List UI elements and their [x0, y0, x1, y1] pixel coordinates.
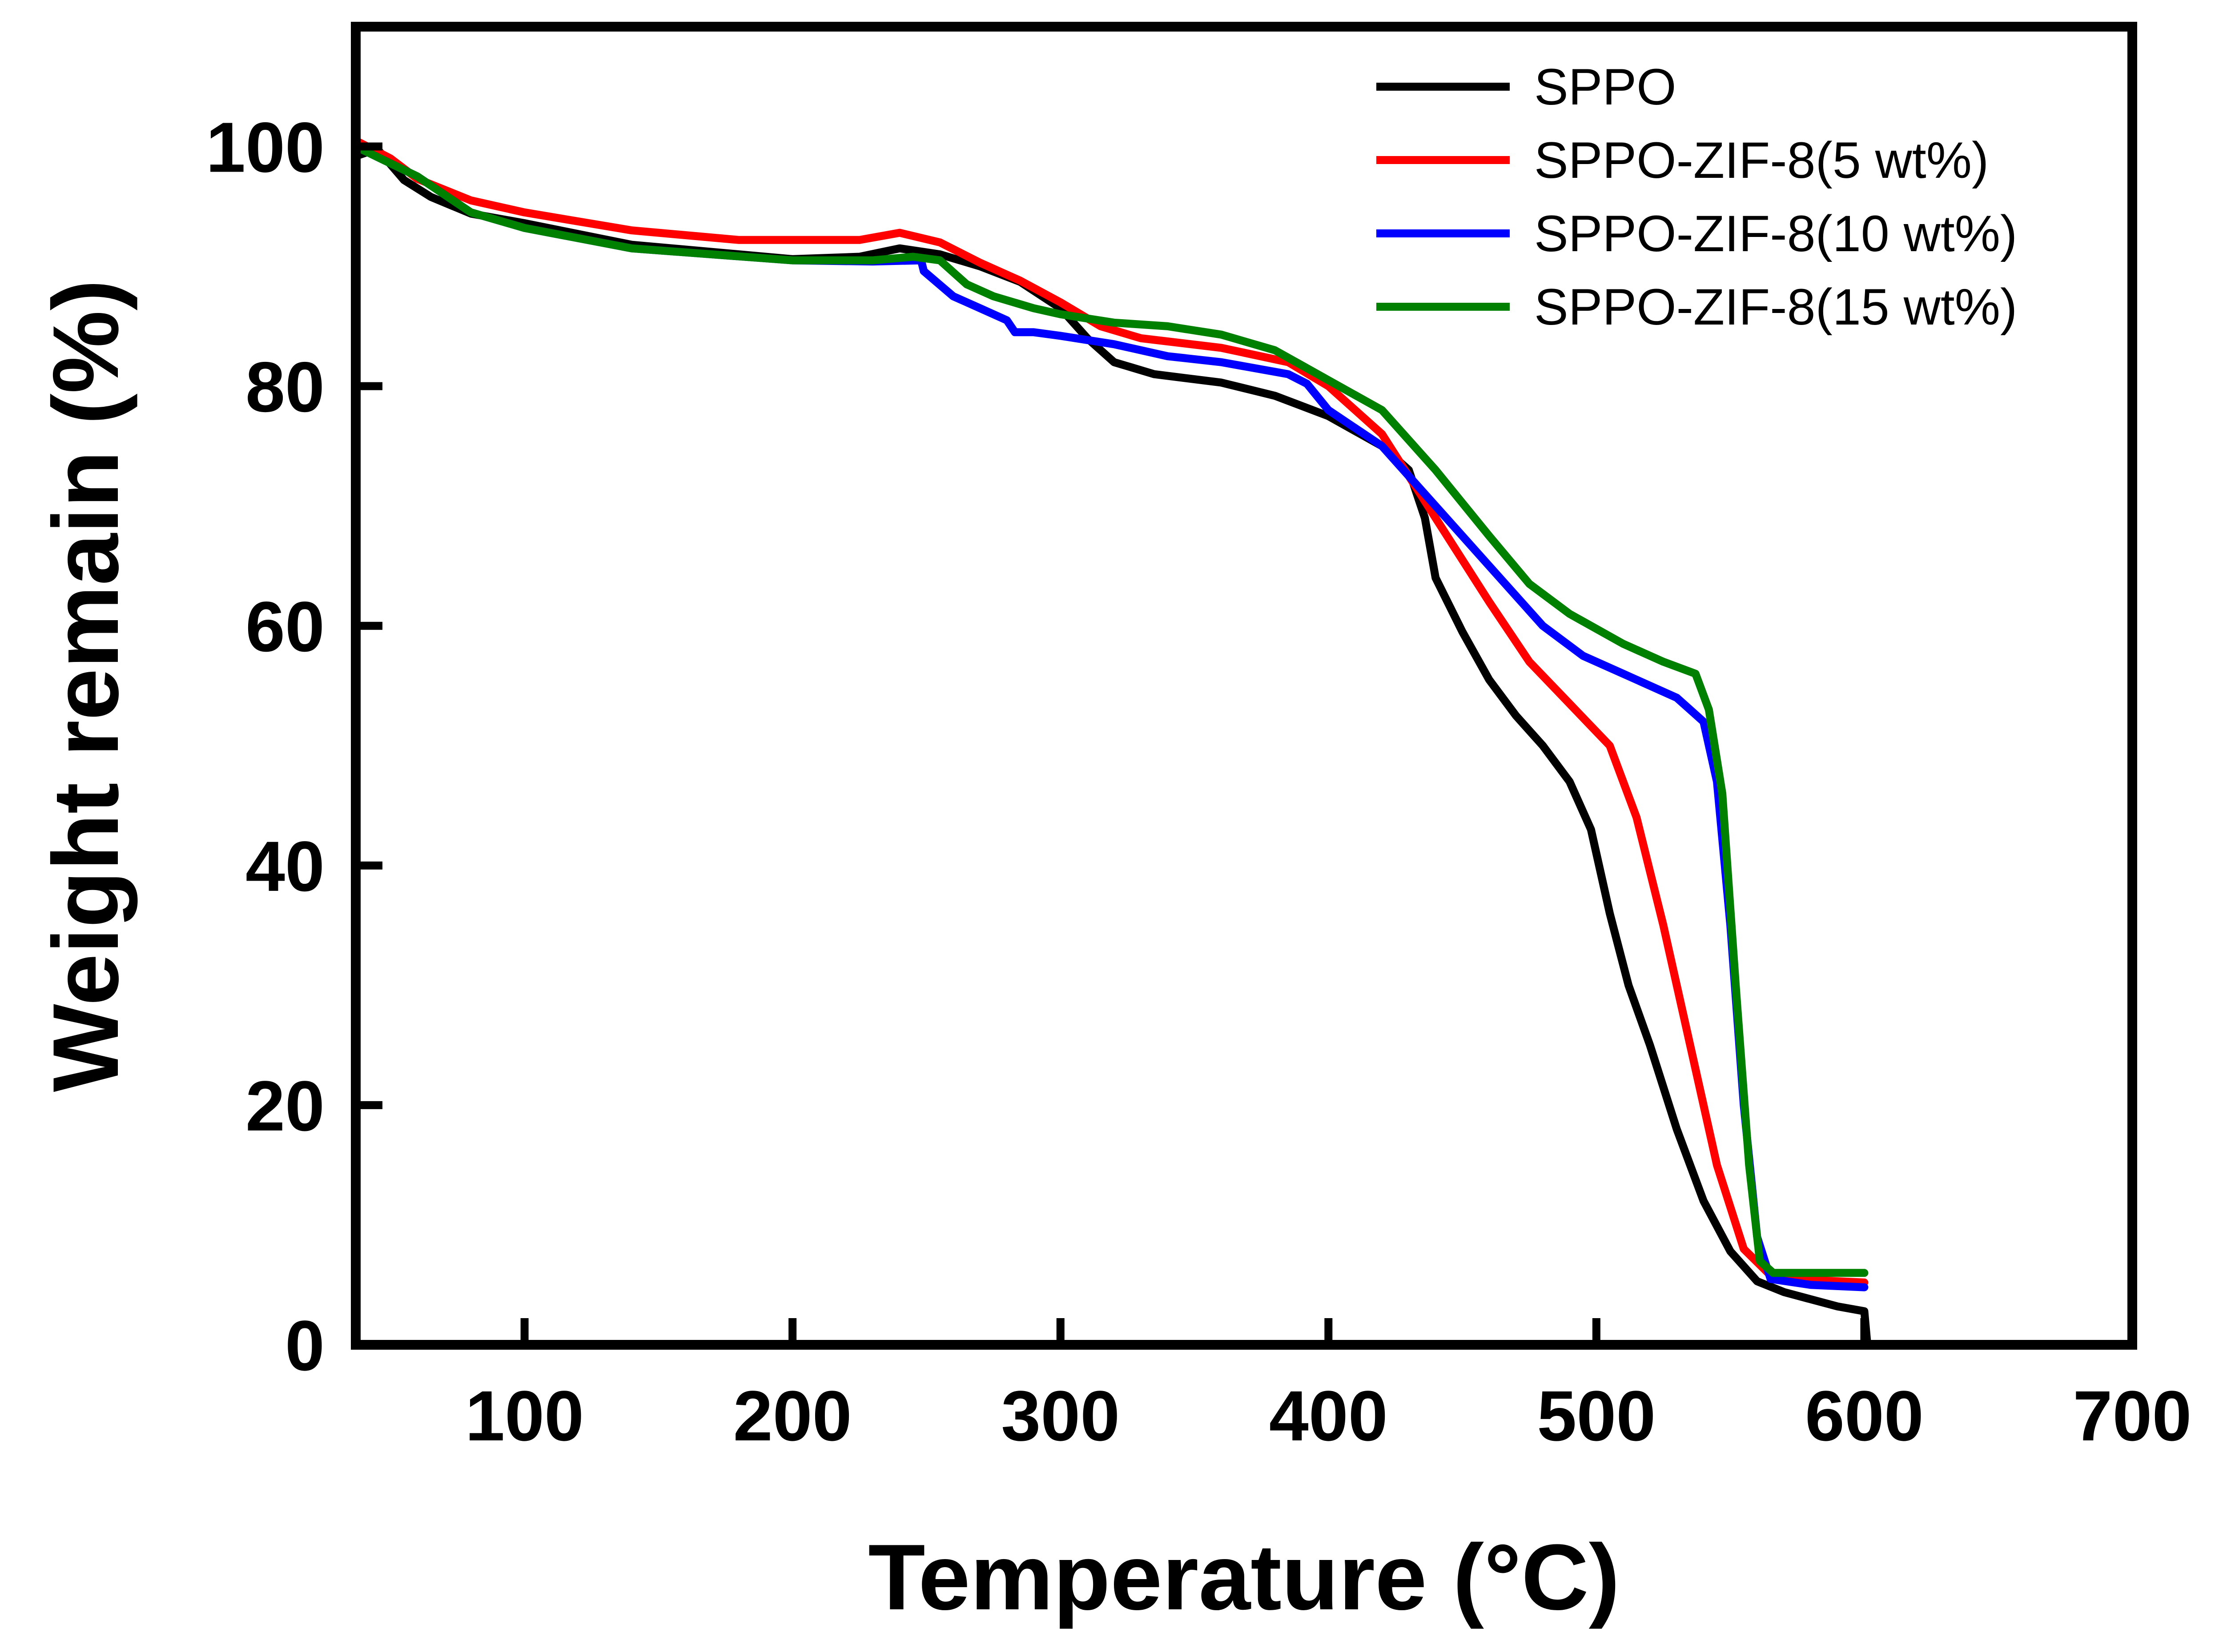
x-axis-title: Temperature (°C) — [868, 1525, 1620, 1629]
x-tick-label: 600 — [1805, 1376, 1924, 1456]
series-line-2 — [352, 136, 1869, 1287]
y-tick-label: 60 — [245, 587, 325, 666]
legend-label: SPPO-ZIF-8(5 wt%) — [1534, 132, 1989, 189]
y-axis-title: Weight remain (%) — [33, 280, 138, 1092]
x-tick-label: 100 — [465, 1376, 584, 1456]
legend: SPPO SPPO-ZIF-8(5 wt%) SPPO-ZIF-8(10 wt%) S… — [1376, 59, 2017, 336]
legend-label: SPPO — [1534, 59, 1676, 116]
tick-layer: 100 200 300 400 500 600 700 0 20 40 60 80 100 — [206, 108, 2191, 1456]
x-tick-label: 500 — [1537, 1376, 1656, 1456]
y-tick-label: 100 — [206, 108, 325, 187]
x-tick-label: 300 — [1001, 1376, 1120, 1456]
y-tick-label: 0 — [285, 1306, 325, 1385]
plot-frame — [351, 22, 2137, 1350]
legend-label: SPPO-ZIF-8(10 wt%) — [1534, 205, 2017, 262]
y-tick-label: 40 — [245, 826, 325, 906]
y-tick-label: 20 — [245, 1066, 325, 1146]
series-line-4 — [352, 142, 1869, 1277]
legend-label: SPPO-ZIF-8(15 wt%) — [1534, 279, 2017, 336]
y-tick-label: 80 — [245, 347, 325, 427]
series-layer — [352, 136, 1871, 1345]
x-tick-label: 200 — [733, 1376, 852, 1456]
x-tick-label: 400 — [1269, 1376, 1388, 1456]
x-tick-label: 700 — [2073, 1376, 2192, 1456]
